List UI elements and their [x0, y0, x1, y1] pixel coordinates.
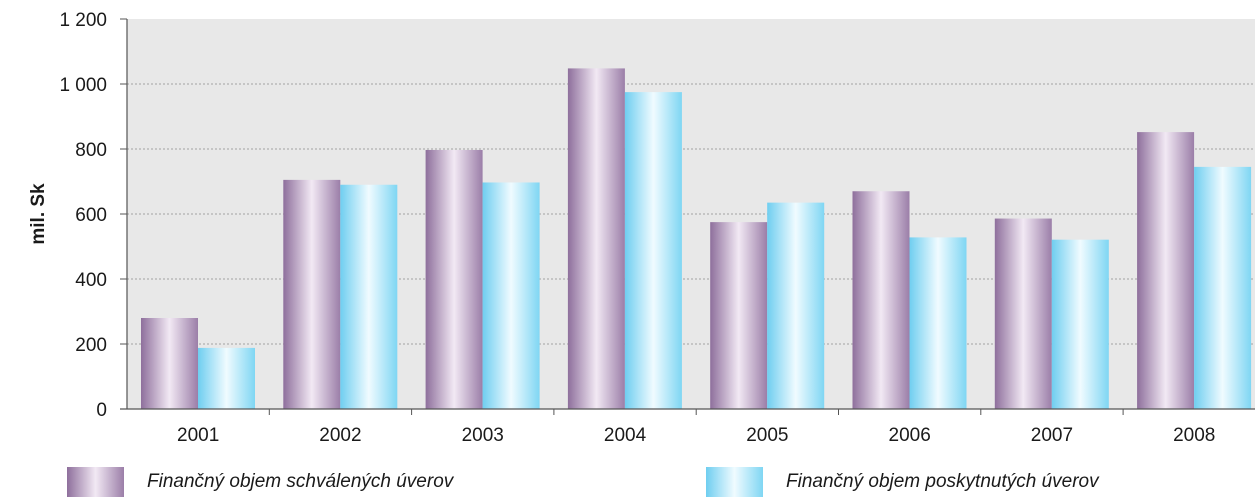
x-tick-label: 2005	[746, 425, 788, 446]
bar-approved-2005	[710, 222, 768, 409]
bar-provided-2002	[340, 184, 398, 409]
bar-approved-2004	[567, 68, 625, 410]
bar-approved-2006	[852, 191, 910, 409]
y-tick-label: 400	[75, 270, 107, 291]
bar-provided-2007	[1051, 239, 1109, 409]
y-axis-label: mil. Sk	[28, 183, 49, 245]
bar-provided-2005	[767, 202, 825, 409]
y-tick-label: 1 200	[59, 10, 107, 31]
x-tick-label: 2002	[319, 425, 361, 446]
bar-provided-2003	[482, 182, 540, 409]
y-tick-label: 600	[75, 205, 107, 226]
bar-approved-2001	[141, 318, 198, 409]
x-tick-label: 2006	[889, 425, 931, 446]
bar-approved-2007	[994, 218, 1052, 409]
y-tick-label: 200	[75, 335, 107, 356]
bar-provided-2001	[198, 347, 255, 409]
legend-label-approved: Finančný objem schválených úverov	[147, 471, 454, 492]
x-tick-label: 2007	[1031, 425, 1073, 446]
bar-approved-2003	[425, 149, 483, 409]
y-tick-label: 0	[96, 400, 107, 421]
x-tick-label: 2003	[462, 425, 504, 446]
bar-provided-2008	[1194, 166, 1252, 409]
bar-provided-2006	[909, 237, 967, 409]
bar-provided-2004	[624, 92, 682, 409]
legend-item-provided: Finančný objem poskytnutých úverov	[706, 467, 1099, 497]
y-tick-label: 1 000	[59, 75, 107, 96]
legend-swatch-approved	[67, 467, 124, 497]
legend-swatch-provided	[706, 467, 763, 497]
x-tick-label: 2008	[1173, 425, 1215, 446]
y-tick-label: 800	[75, 140, 107, 161]
bar-approved-2002	[283, 179, 341, 409]
x-tick-label: 2001	[177, 425, 219, 446]
x-tick-label: 2004	[604, 425, 647, 446]
legend-item-approved: Finančný objem schválených úverov	[67, 467, 453, 497]
legend-label-provided: Finančný objem poskytnutých úverov	[786, 471, 1099, 492]
bar-approved-2008	[1137, 132, 1195, 409]
